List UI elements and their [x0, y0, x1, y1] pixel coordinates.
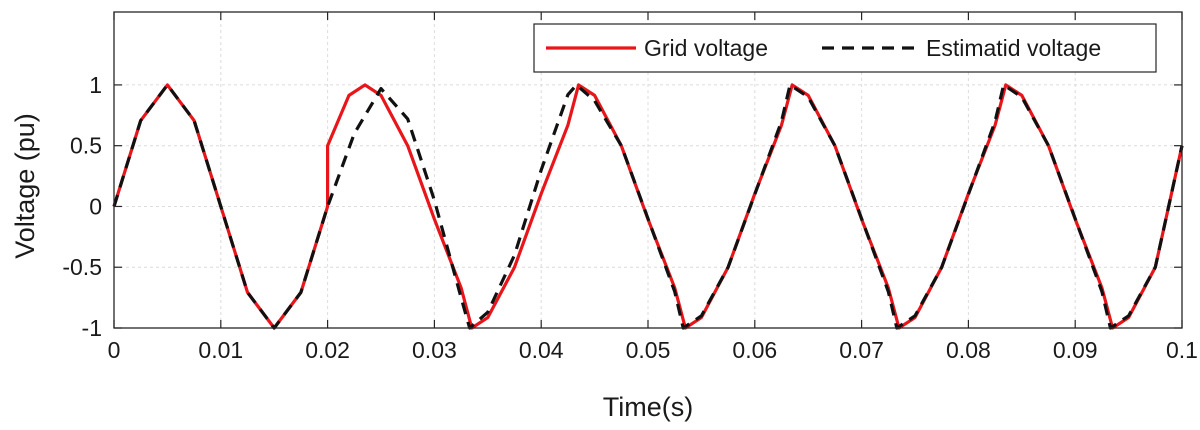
x-tick-label: 0.1 [1166, 337, 1198, 363]
x-tick-label: 0.07 [839, 337, 884, 363]
y-tick-label: 0 [89, 193, 102, 219]
y-axis-label: Voltage (pu) [10, 113, 40, 259]
x-tick-label: 0 [108, 337, 121, 363]
y-tick-label: 0.5 [70, 133, 102, 159]
x-tick-label: 0.06 [732, 337, 777, 363]
y-tick-label: -0.5 [62, 254, 102, 280]
x-tick-label: 0.08 [946, 337, 991, 363]
x-tick-label: 0.01 [198, 337, 243, 363]
x-axis-label: Time(s) [603, 392, 693, 422]
x-tick-label: 0.03 [412, 337, 457, 363]
x-tick-label: 0.05 [626, 337, 671, 363]
axes [113, 11, 1183, 329]
x-tick-label: 0.04 [519, 337, 564, 363]
legend-label: Grid voltage [644, 35, 768, 61]
y-tick-label: -1 [82, 315, 102, 341]
series-line-estimated [112, 83, 1184, 330]
y-tick-label: 1 [89, 72, 102, 98]
series-group [112, 83, 1184, 330]
legend: Grid voltage Estimatid voltage [533, 23, 1157, 73]
tick-labels: 0 0.01 0.02 0.03 0.04 0.05 0.06 0.07 0.08 0.09 0.1… [62, 72, 1198, 363]
legend-label: Estimatid voltage [926, 35, 1101, 61]
x-tick-label: 0.02 [305, 337, 350, 363]
x-tick-label: 0.09 [1053, 337, 1098, 363]
